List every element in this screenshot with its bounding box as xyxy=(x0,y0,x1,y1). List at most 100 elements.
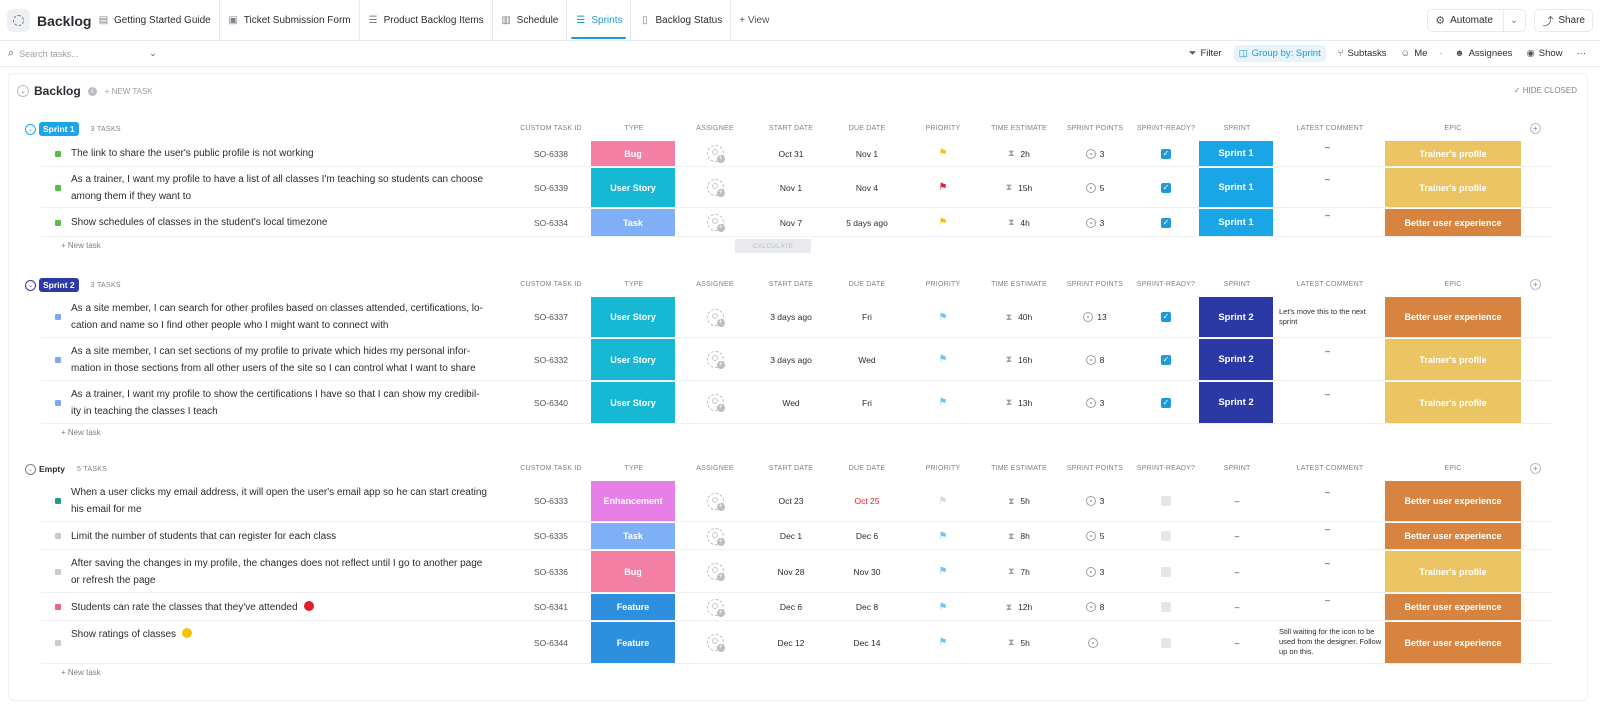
more-options-button[interactable]: ··· xyxy=(1576,48,1587,59)
type-badge[interactable]: Task xyxy=(591,209,675,236)
collapse-group-icon[interactable]: ⌄ xyxy=(25,279,36,291)
add-assignee-icon[interactable]: + xyxy=(706,598,725,617)
sprint-ready-cell[interactable]: ✓ xyxy=(1133,381,1199,424)
column-header[interactable]: LATEST COMMENT xyxy=(1296,281,1364,288)
start-date[interactable]: Dec 6 xyxy=(779,602,803,612)
column-header[interactable]: SPRINT POINTS xyxy=(1066,281,1124,288)
task-name[interactable]: As a site member, I can set sections of … xyxy=(71,345,476,374)
new-task-button[interactable]: + NEW TASK xyxy=(104,86,153,96)
epic-badge[interactable]: Trainer's profile xyxy=(1385,382,1521,423)
add-assignee-icon[interactable]: + xyxy=(706,563,725,581)
add-assignee-icon[interactable]: + xyxy=(706,394,725,412)
automate-button[interactable]: ⚙ Automate ⌄ xyxy=(1427,9,1527,32)
column-header[interactable]: LATEST COMMENT xyxy=(1296,465,1364,472)
column-header[interactable]: START DATE xyxy=(768,125,814,132)
new-task-row-button[interactable]: + New task xyxy=(61,668,101,677)
column-header[interactable]: CUSTOM TASK ID xyxy=(520,281,582,288)
sprint-points[interactable]: 13 xyxy=(1057,296,1133,338)
start-date[interactable]: 3 days ago xyxy=(770,354,812,365)
add-column-icon[interactable]: + xyxy=(1530,279,1541,290)
time-estimate[interactable]: ⧗ 12h xyxy=(1005,601,1033,613)
epic-badge[interactable]: Better user experience xyxy=(1385,523,1521,549)
assignee-cell[interactable]: + xyxy=(677,167,753,208)
priority-cell[interactable]: ⚑ xyxy=(905,338,981,381)
assignee-cell[interactable]: + xyxy=(677,593,753,621)
priority-cell[interactable]: ⚑ xyxy=(905,296,981,338)
column-header[interactable]: ASSIGNEE xyxy=(696,281,734,288)
column-header[interactable]: PRIORITY xyxy=(925,465,961,472)
add-assignee-icon[interactable]: + xyxy=(706,527,725,546)
priority-cell[interactable]: ⚑ xyxy=(905,621,981,664)
sprint-empty[interactable]: – xyxy=(1234,496,1240,506)
due-date[interactable]: Wed xyxy=(858,354,876,365)
assignee-cell[interactable]: + xyxy=(677,480,753,522)
due-date[interactable]: Dec 8 xyxy=(855,602,879,612)
sprint-ready-checkbox[interactable]: ✓ xyxy=(1161,312,1171,322)
task-row[interactable]: Show ratings of classes SO-6344 Feature + De… xyxy=(41,621,1553,664)
task-name[interactable]: The link to share the user's public prof… xyxy=(71,148,314,159)
start-date[interactable]: Wed xyxy=(782,397,800,408)
sprint-ready-checkbox[interactable]: ✓ xyxy=(1161,148,1171,159)
status-square[interactable] xyxy=(55,399,61,406)
start-date[interactable]: Nov 28 xyxy=(777,566,805,577)
sprint-empty[interactable]: – xyxy=(1234,566,1240,577)
epic-badge[interactable]: Trainer's profile xyxy=(1385,141,1521,166)
column-header[interactable]: SPRINT POINTS xyxy=(1066,125,1124,132)
sprint-badge[interactable]: Sprint 1 xyxy=(1199,209,1273,236)
add-view-button[interactable]: + View xyxy=(730,0,777,41)
sprint-badge[interactable]: Sprint 2 xyxy=(1199,297,1273,337)
latest-comment[interactable]: – xyxy=(1325,142,1331,152)
time-estimate[interactable]: ⧗ 2h xyxy=(1008,148,1030,159)
group-label[interactable]: Sprint 1 xyxy=(39,122,79,136)
add-assignee-icon[interactable]: + xyxy=(706,351,725,369)
assignee-cell[interactable]: + xyxy=(677,621,753,664)
epic-badge[interactable]: Better user experience xyxy=(1385,209,1521,236)
tab-getting-started-guide[interactable]: ▤ Getting Started Guide xyxy=(98,15,211,26)
time-estimate[interactable]: ⧗ 7h xyxy=(1008,566,1030,577)
info-icon[interactable]: i xyxy=(87,86,97,96)
column-header[interactable]: LATEST COMMENT xyxy=(1296,125,1364,132)
sprint-ready-cell[interactable]: ✓ xyxy=(1133,338,1199,381)
epic-badge[interactable]: Better user experience xyxy=(1385,297,1521,337)
sprint-ready-cell[interactable]: ✓ xyxy=(1133,208,1199,237)
task-row[interactable]: The link to share the user's public prof… xyxy=(41,140,1553,167)
task-row[interactable]: Show schedules of classes in the student… xyxy=(41,208,1553,237)
column-header[interactable]: PRIORITY xyxy=(925,125,961,132)
column-header[interactable]: SPRINT POINTS xyxy=(1066,465,1124,472)
sprint-points[interactable]: 8 xyxy=(1057,593,1133,621)
flag-icon[interactable]: ⚑ xyxy=(938,217,948,228)
due-date[interactable]: Fri xyxy=(862,312,872,322)
sprint-points[interactable]: 3 xyxy=(1057,208,1133,237)
latest-comment[interactable]: – xyxy=(1325,345,1331,356)
sprint-ready-cell[interactable]: ✓ xyxy=(1133,140,1199,167)
tab-backlog-status[interactable]: ▯ Backlog Status xyxy=(630,0,730,41)
sprint-points[interactable]: 3 xyxy=(1057,381,1133,424)
sprint-ready-checkbox[interactable]: ✓ xyxy=(1161,217,1171,228)
task-row[interactable]: As a trainer, I want my profile to show … xyxy=(41,381,1553,424)
add-assignee-icon[interactable]: + xyxy=(706,145,725,163)
column-header[interactable]: CUSTOM TASK ID xyxy=(520,465,582,472)
type-badge[interactable]: Feature xyxy=(591,594,675,620)
column-header[interactable]: CUSTOM TASK ID xyxy=(520,125,582,132)
start-date[interactable]: Oct 31 xyxy=(778,148,804,159)
epic-badge[interactable]: Trainer's profile xyxy=(1385,551,1521,592)
tab-schedule[interactable]: ▥ Schedule xyxy=(491,0,567,41)
task-row[interactable]: As a trainer, I want my profile to have … xyxy=(41,167,1553,208)
start-date[interactable]: 3 days ago xyxy=(770,312,812,322)
tab-product-backlog-items[interactable]: ☰ Product Backlog Items xyxy=(358,0,492,41)
latest-comment[interactable]: Let's move this to the next sprint xyxy=(1279,307,1366,326)
assignee-cell[interactable]: + xyxy=(677,522,753,550)
type-badge[interactable]: Bug xyxy=(591,141,675,166)
flag-icon[interactable]: ⚑ xyxy=(938,566,948,577)
latest-comment[interactable]: – xyxy=(1325,487,1331,497)
task-row[interactable]: Students can rate the classes that they'… xyxy=(41,593,1553,621)
sprint-ready-cell[interactable] xyxy=(1133,621,1199,664)
flag-icon[interactable]: ⚑ xyxy=(938,311,948,323)
space-icon[interactable] xyxy=(7,9,30,32)
start-date[interactable]: Nov 1 xyxy=(779,182,803,193)
priority-cell[interactable]: ⚑ xyxy=(905,208,981,237)
flag-icon[interactable]: ⚑ xyxy=(938,148,948,159)
latest-comment[interactable]: – xyxy=(1325,557,1331,568)
epic-badge[interactable]: Trainer's profile xyxy=(1385,339,1521,380)
chevron-down-icon[interactable]: ⌄ xyxy=(1502,9,1518,32)
